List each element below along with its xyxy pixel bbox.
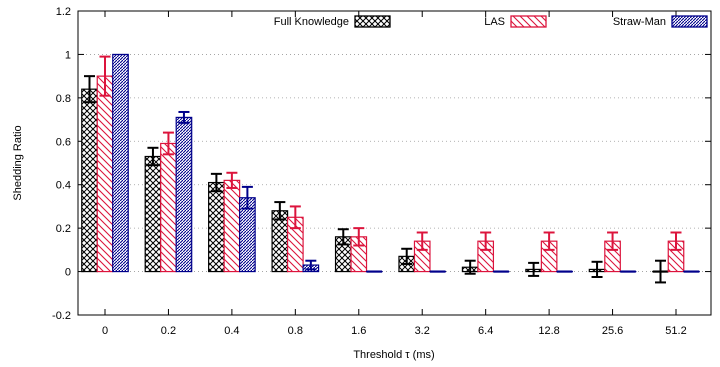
bar-diagonal — [160, 142, 177, 273]
x-tick-label: 0.4 — [224, 325, 239, 337]
bar-diagonal — [223, 179, 241, 273]
legend: Full Knowledge LAS Straw-Man — [274, 15, 708, 28]
y-tick-label: 0 — [65, 267, 71, 279]
bar-dense-dots — [175, 116, 193, 273]
y-tick-label: 0.8 — [56, 93, 71, 105]
grid-lines — [78, 54, 711, 272]
legend-swatch — [510, 15, 547, 28]
x-tick-label: 51.2 — [665, 325, 686, 337]
bar-diagonal — [96, 75, 114, 273]
legend-swatch — [354, 15, 391, 28]
x-tick-label: 0 — [102, 325, 108, 337]
y-tick-label: 0.6 — [56, 136, 71, 148]
y-tick-label: 0.4 — [56, 180, 71, 192]
bar-dense-dots — [112, 53, 129, 273]
y-tick-label: 1 — [65, 49, 71, 61]
y-tick-label: 0.2 — [56, 223, 71, 235]
legend-label: LAS — [484, 16, 505, 28]
x-tick-label: 6.4 — [478, 325, 493, 337]
x-tick-label: 1.6 — [351, 325, 366, 337]
y-tick-label: 1.2 — [56, 6, 71, 18]
x-tick-label: 0.8 — [288, 325, 303, 337]
plot-frame — [77, 10, 712, 316]
bar-series — [81, 53, 700, 273]
x-tick-label: 0.2 — [161, 325, 176, 337]
legend-swatch — [671, 15, 708, 28]
plot-border — [77, 10, 712, 316]
bar-crosshatch — [208, 181, 225, 273]
x-tick-label: 25.6 — [602, 325, 623, 337]
legend-label: Straw-Man — [613, 16, 666, 28]
y-axis: -0.2 0 0.2 0.4 0.6 0.8 1 1.2 — [52, 6, 711, 322]
x-axis-label: Threshold τ (ms) — [353, 349, 434, 361]
legend-label: Full Knowledge — [274, 16, 349, 28]
bar-crosshatch — [81, 88, 98, 273]
y-axis-label: Shedding Ratio — [12, 125, 24, 200]
x-tick-label: 3.2 — [415, 325, 430, 337]
x-axis: 0 0.2 0.4 0.8 1.6 3.2 6.4 12.8 25.6 51.2 — [102, 11, 687, 337]
error-bars — [84, 55, 682, 284]
x-tick-label: 12.8 — [538, 325, 559, 337]
bar-crosshatch — [144, 155, 162, 273]
y-tick-label: -0.2 — [52, 310, 71, 322]
